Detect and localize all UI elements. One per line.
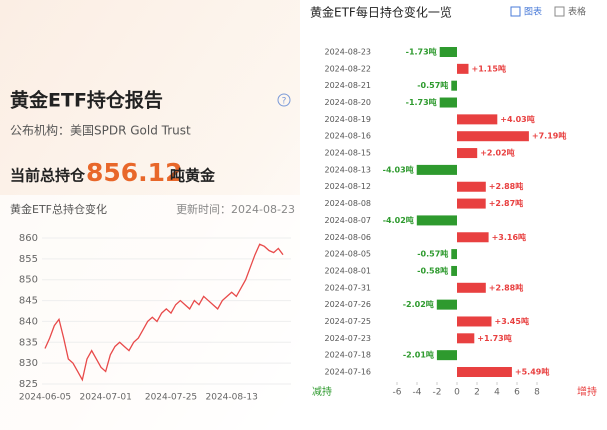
x-tick-label: 8 [534,388,540,398]
x-tick-label: 2 [474,388,480,398]
x-tick-label: 2024-07-01 [80,393,132,403]
value-label: -4.02吨 [383,215,414,225]
bar [457,282,486,293]
value-label: +1.15吨 [472,63,506,73]
bar [457,63,469,74]
bar [436,299,457,310]
bar [457,181,486,192]
y-tick-label: 845 [19,296,38,307]
x-tick-label: -4 [413,388,422,398]
value-label: -2.02吨 [403,299,434,309]
bar [439,47,457,57]
bar [457,148,478,159]
bar [451,80,457,91]
value-label: -0.57吨 [417,80,448,90]
bar [451,249,457,260]
category-label: 2024-08-05 [325,250,372,259]
x-tick-label: 2024-06-05 [19,393,71,403]
value-label: -2.01吨 [403,350,434,360]
category-label: 2024-08-07 [325,216,372,225]
category-label: 2024-07-26 [325,300,372,309]
category-label: 2024-08-22 [325,64,372,73]
chart-icon [510,6,521,17]
value-label: +2.02吨 [480,148,514,158]
y-tick-label: 830 [19,358,38,369]
y-tick-label: 850 [19,275,38,286]
bar [457,131,529,142]
category-label: 2024-08-13 [325,165,372,174]
help-icon[interactable] [277,93,291,107]
category-label: 2024-07-23 [325,334,372,343]
bar [457,232,489,243]
value-label: -0.57吨 [417,249,448,259]
value-label: -4.03吨 [383,164,414,174]
holding-unit: 吨黄金 [170,167,216,185]
bar [457,114,498,125]
category-label: 2024-08-15 [325,149,372,158]
x-tick-label: 2024-08-13 [206,393,258,403]
holding-value: 856.12 [86,158,182,187]
bar [457,367,512,377]
category-label: 2024-08-16 [325,132,372,141]
x-tick-label: 6 [514,388,520,398]
help-text: ? [282,97,287,107]
category-label: 2024-08-12 [325,182,372,191]
category-label: 2024-08-21 [325,81,372,90]
value-label: +3.45吨 [495,316,529,326]
value-label: +4.03吨 [500,114,534,124]
y-tick-label: 835 [19,337,38,348]
category-label: 2024-08-23 [325,48,372,57]
bar [439,97,457,108]
y-tick-label: 855 [19,254,38,265]
category-label: 2024-08-01 [325,266,372,275]
y-tick-label: 840 [19,316,38,327]
category-label: 2024-08-19 [325,115,372,124]
publisher: 公布机构：美国SPDR Gold Trust [10,123,191,138]
bar-title: 黄金ETF每日持仓变化一览 [310,5,452,20]
bar [416,164,457,175]
holding-line [44,243,284,382]
category-label: 2024-08-06 [325,233,372,242]
increase-label: 增持 [577,385,597,398]
y-tick-label: 825 [19,379,38,390]
x-tick-label: -6 [393,388,402,398]
value-label: +2.88吨 [489,181,523,191]
category-label: 2024-08-08 [325,199,372,208]
value-label: -1.73吨 [406,47,437,57]
category-label: 2024-07-16 [325,368,372,377]
y-tick-label: 860 [19,233,38,244]
tab-chart[interactable]: 图表 [524,6,542,18]
bar [457,198,486,209]
value-label: +2.88吨 [489,282,523,292]
table-icon [554,6,565,17]
decrease-label: 减持 [312,385,332,398]
report-title: 黄金ETF持仓报告 [10,89,163,112]
x-tick-label: 0 [454,388,460,398]
tab-table[interactable]: 表格 [568,6,586,18]
value-label: +2.87吨 [489,198,523,208]
value-label: +7.19吨 [532,131,566,141]
line-title: 黄金ETF总持仓变化 [10,202,107,216]
bar [457,316,492,327]
update-time: 更新时间：2024-08-23 [176,202,295,216]
category-label: 2024-07-25 [325,317,372,326]
holding-label: 当前总持仓 [10,167,86,185]
value-label: +3.16吨 [492,232,526,242]
bar [451,265,457,276]
chart-panel [0,195,300,430]
x-tick-label: 2024-07-25 [145,393,197,403]
x-tick-label: 4 [494,388,500,398]
category-label: 2024-07-31 [325,283,372,292]
value-label: -0.58吨 [417,265,448,275]
value-label: +5.49吨 [515,367,549,377]
bar [457,333,475,344]
value-label: -1.73吨 [406,97,437,107]
bar [436,350,457,361]
category-label: 2024-07-18 [325,351,372,360]
category-label: 2024-08-20 [325,98,372,107]
x-tick-label: -2 [433,388,442,398]
value-label: +1.73吨 [477,333,511,343]
bar [416,215,457,226]
